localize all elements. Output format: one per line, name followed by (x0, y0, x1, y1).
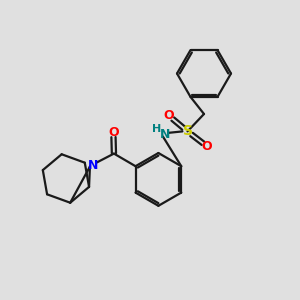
Text: O: O (164, 109, 174, 122)
Text: N: N (160, 128, 170, 141)
Text: O: O (108, 125, 119, 139)
Text: N: N (88, 158, 98, 172)
Text: O: O (202, 140, 212, 153)
Text: H: H (152, 124, 161, 134)
Text: S: S (182, 124, 193, 138)
